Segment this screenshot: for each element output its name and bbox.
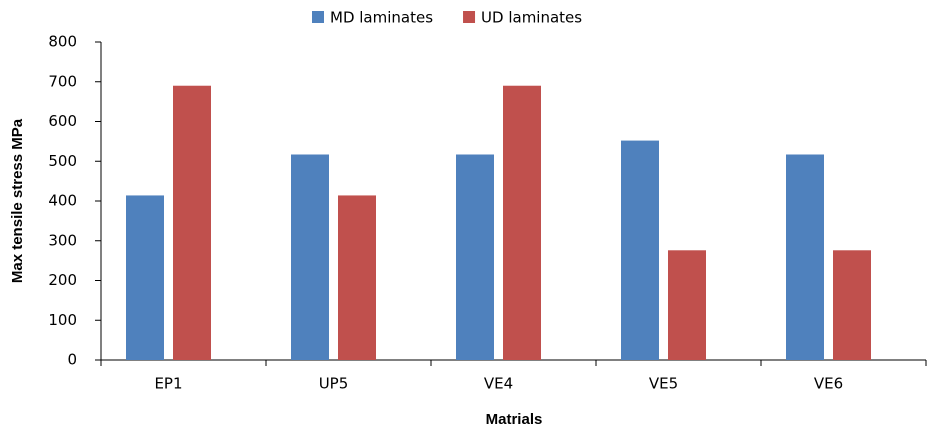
y-tick-label: 500 — [48, 152, 77, 170]
legend-swatch — [463, 11, 476, 23]
y-tick-label: 600 — [48, 112, 77, 130]
y-axis-label: Max tensile stress MPa — [9, 118, 26, 283]
y-tick-label: 0 — [67, 351, 77, 369]
legend-label: MD laminates — [330, 9, 433, 27]
x-tick-label: VE4 — [484, 375, 513, 393]
x-tick-label: VE6 — [814, 375, 843, 393]
y-tick-label: 800 — [48, 33, 77, 51]
bar — [786, 154, 824, 360]
y-tick-label: 700 — [48, 72, 77, 90]
bar — [173, 85, 211, 360]
bar — [338, 195, 376, 360]
x-axis-label: Matrials — [486, 411, 543, 428]
bar — [291, 154, 329, 360]
x-tick-label: EP1 — [154, 375, 182, 393]
bar — [668, 250, 706, 360]
y-tick-label: 400 — [48, 192, 77, 210]
bar — [833, 250, 871, 360]
bar — [503, 85, 541, 360]
bar — [126, 195, 164, 360]
legend-label: UD laminates — [481, 9, 582, 27]
legend-swatch — [312, 11, 324, 23]
bar — [456, 154, 494, 360]
x-tick-label: VE5 — [649, 375, 678, 393]
bar — [621, 140, 659, 360]
y-tick-label: 300 — [48, 231, 77, 249]
y-tick-label: 200 — [48, 271, 77, 289]
x-tick-label: UP5 — [319, 375, 349, 393]
y-tick-label: 100 — [48, 311, 77, 329]
